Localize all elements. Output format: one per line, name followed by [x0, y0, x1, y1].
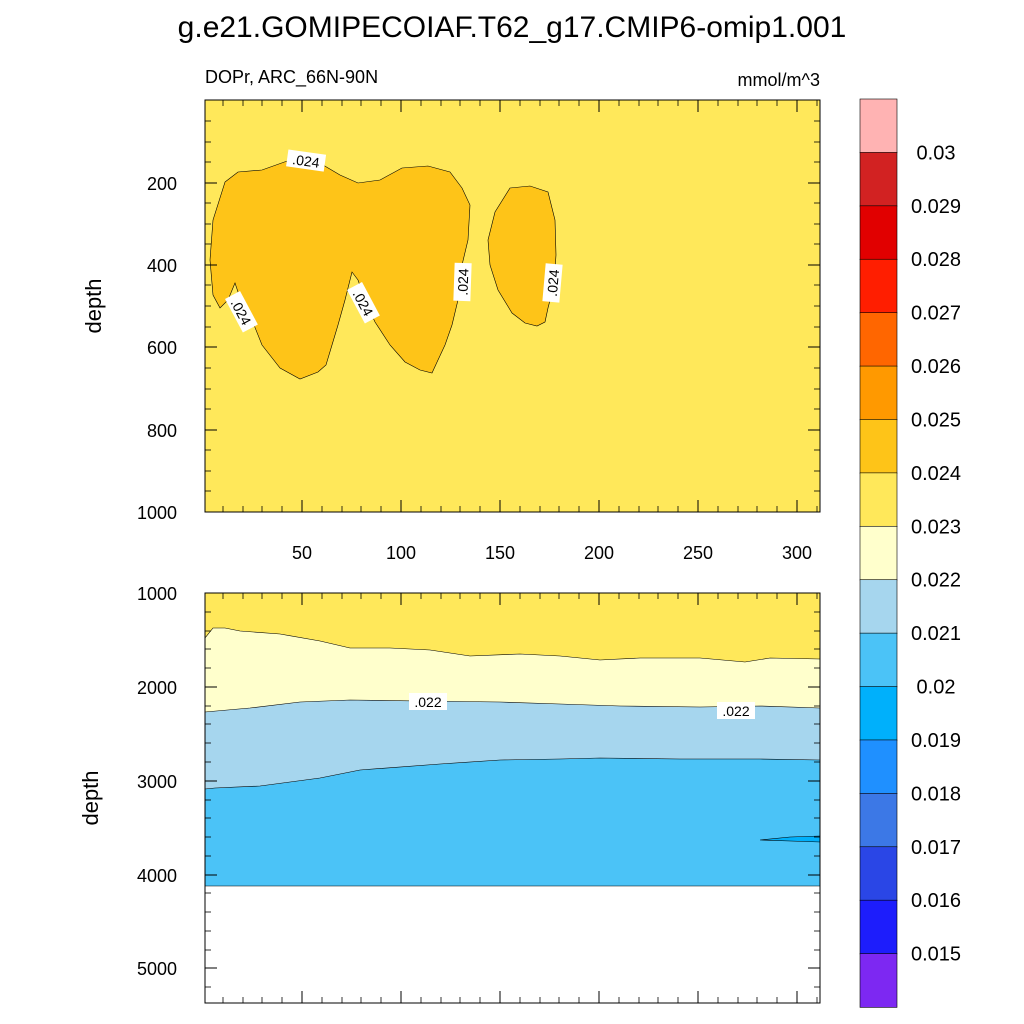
colorbar: 0.03 0.029 0.028 0.027 0.026 0.025 0.024 0.023 0…: [859, 98, 961, 1008]
svg-text:.024: .024: [291, 151, 320, 171]
colorbar-label: 0.026: [911, 356, 961, 378]
lower-band-0.023-0.024: [205, 593, 820, 662]
colorbar-label: 0.015: [911, 944, 961, 966]
upper-x-minor-ticks: [222, 100, 818, 512]
upper-y-tick-label: 1000: [137, 503, 177, 523]
colorbar-swatch: [859, 899, 898, 955]
upper-contour-label: .024: [542, 263, 563, 303]
colorbar-label: 0.023: [911, 516, 961, 538]
colorbar-swatch: [859, 632, 898, 688]
colorbar-label: 0.022: [911, 570, 961, 592]
lower-y-tick-label: 1000: [137, 584, 177, 604]
colorbar-swatch: [859, 686, 898, 741]
colorbar-swatch: [859, 472, 898, 527]
colorbar-swatch: [859, 793, 898, 848]
upper-x-tick-label: 200: [584, 543, 614, 563]
upper-panel: DOPr, ARC_66N-90N mmol/m^3 .024 .024 .02…: [81, 67, 821, 563]
upper-y-minor-ticks: [205, 120, 820, 492]
colorbar-swatch: [859, 525, 898, 581]
colorbar-label: 0.025: [911, 409, 961, 431]
upper-y-tick-label: 600: [147, 338, 177, 358]
colorbar-swatch: [859, 579, 898, 634]
lower-y-axis: [205, 592, 820, 969]
lower-band-0.021-0.022: [205, 700, 820, 789]
colorbar-swatch: [859, 312, 898, 367]
upper-y-tick-label: 400: [147, 256, 177, 276]
upper-panel-variable-label: DOPr, ARC_66N-90N: [205, 67, 378, 88]
lower-contour-label: .022: [409, 693, 447, 710]
svg-text:.024: .024: [544, 269, 562, 298]
upper-x-tick-label: 250: [683, 543, 713, 563]
colorbar-label: 0.016: [911, 890, 961, 912]
svg-text:.024: .024: [455, 268, 472, 296]
colorbar-label: 0.03: [917, 142, 956, 164]
colorbar-swatch: [859, 205, 898, 260]
upper-y-tick-label: 200: [147, 174, 177, 194]
colorbar-label: 0.018: [911, 783, 961, 805]
upper-x-tick-label: 150: [485, 543, 515, 563]
lower-panel: .022 .022: [78, 584, 821, 1004]
colorbar-swatch: [859, 739, 898, 795]
colorbar-label: 0.029: [911, 196, 961, 218]
lower-plot-frame: [204, 592, 821, 1004]
colorbar-swatch: [859, 365, 898, 421]
colorbar-swatch: [859, 152, 898, 207]
colorbar-swatch: [859, 846, 898, 901]
colorbar-label: 0.027: [911, 303, 961, 325]
lower-y-minor-ticks: [205, 611, 820, 988]
lower-band-0.020-0.021: [205, 758, 820, 886]
upper-y-axis-title: depth: [81, 278, 106, 333]
lower-y-tick-label: 2000: [137, 678, 177, 698]
colorbar-swatch: [859, 98, 898, 154]
lower-y-tick-label: 3000: [137, 772, 177, 792]
lower-band-0.022-0.023: [205, 628, 820, 712]
units-label: mmol/m^3: [738, 70, 820, 90]
colorbar-swatch: [859, 419, 898, 474]
upper-x-tick-label: 300: [782, 543, 812, 563]
svg-text:.022: .022: [414, 694, 441, 710]
colorbar-label: 0.017: [911, 837, 961, 859]
colorbar-swatch: [859, 953, 898, 1008]
upper-y-tick-label: 800: [147, 421, 177, 441]
lower-y-axis-title: depth: [78, 770, 103, 825]
lower-y-tick-label: 5000: [137, 959, 177, 979]
colorbar-label: 0.024: [911, 463, 961, 485]
lower-x-axis: [301, 593, 798, 1003]
upper-y-axis: [205, 182, 820, 513]
upper-x-tick-label: 100: [386, 543, 416, 563]
colorbar-label: 0.02: [917, 677, 956, 699]
figure-title: g.e21.GOMIPECOIAF.T62_g17.CMIP6-omip1.00…: [178, 11, 847, 44]
lower-y-tick-label: 4000: [137, 866, 177, 886]
lower-x-minor-ticks: [222, 593, 818, 1003]
lower-contour-label: .022: [717, 702, 755, 719]
upper-x-tick-label: 50: [292, 543, 312, 563]
colorbar-swatch: [859, 258, 898, 314]
svg-text:.022: .022: [722, 703, 749, 719]
upper-x-axis: [301, 100, 798, 512]
upper-contour-label: .024: [286, 149, 327, 172]
colorbar-label: 0.021: [911, 623, 961, 645]
upper-contour-label: .024: [453, 262, 472, 302]
upper-contour-region-right: [487, 185, 557, 327]
colorbar-label: 0.028: [911, 249, 961, 271]
colorbar-label: 0.019: [911, 730, 961, 752]
